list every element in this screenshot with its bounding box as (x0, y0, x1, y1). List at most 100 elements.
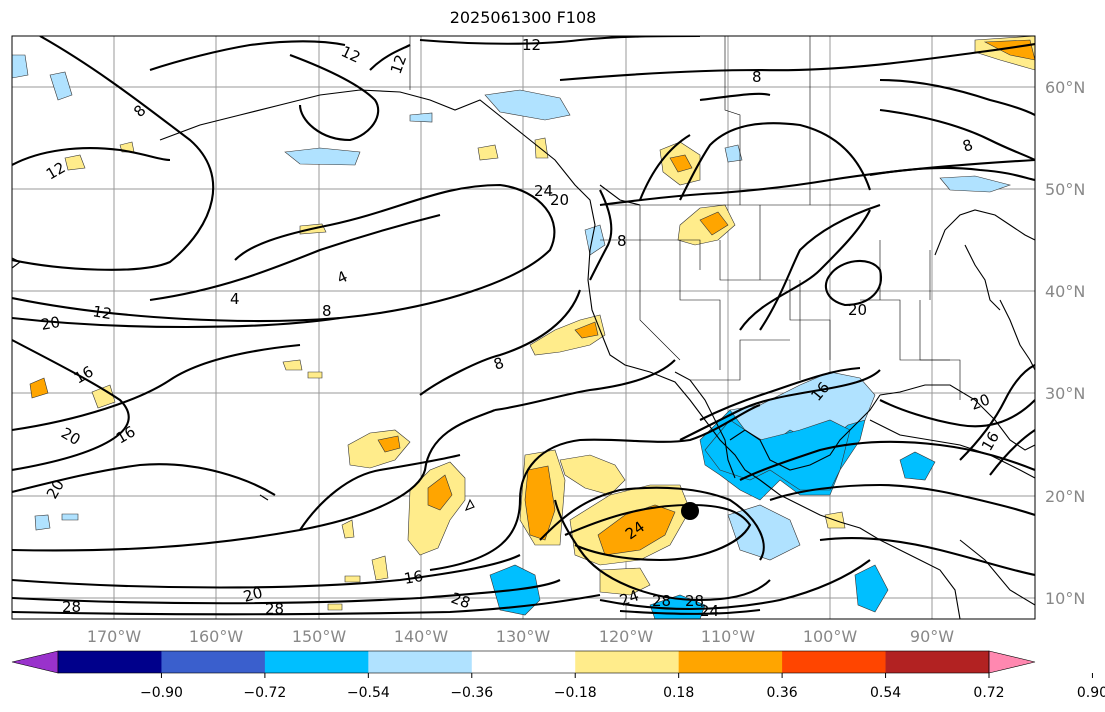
contour-lines (12, 36, 1035, 616)
positive-patch (574, 321, 599, 339)
lon-label: 160°W (189, 627, 244, 646)
colorbar-cell (368, 651, 473, 673)
colorbar-cell (678, 651, 783, 673)
positive-patch (91, 384, 116, 409)
contour-label: 8 (960, 136, 975, 156)
negative-patch (854, 564, 889, 613)
contour-label: 12 (43, 158, 69, 183)
colorbar-tick-label: 0.54 (870, 685, 901, 701)
positive-patch (327, 603, 343, 611)
colorbar: −0.90 −0.72 −0.54 −0.36 −0.18 0.18 0.36 0.54 0.7… (11, 650, 1105, 701)
positive-patch (534, 137, 549, 159)
contour-label: 28 (265, 600, 284, 618)
contour-label: 20 (550, 191, 569, 209)
positive-patch (347, 429, 411, 469)
positive-patch (524, 465, 556, 541)
lat-label: 10°N (1045, 589, 1085, 608)
lat-axis-labels: 10°N 20°N 30°N 40°N 50°N 60°N (1045, 78, 1085, 608)
contour-label: 4 (230, 290, 240, 308)
colorbar-cell (885, 651, 990, 673)
lat-label: 30°N (1045, 384, 1085, 403)
positive-patch (371, 555, 389, 581)
plot-frame (11, 35, 1036, 620)
contour-label: 16 (113, 422, 139, 447)
colorbar-tick-label: −0.90 (140, 685, 183, 701)
positive-patch (307, 371, 323, 379)
negative-patch (49, 71, 73, 101)
colorbar-tick-label: 0.90 (1077, 685, 1105, 701)
colorbar-cell (782, 651, 887, 673)
contour-label: 8 (617, 232, 627, 250)
political-borders (409, 36, 961, 400)
contour-label: 8 (130, 101, 149, 120)
negative-patch (12, 54, 29, 79)
colorbar-cell (58, 651, 162, 673)
contour-label: 20 (241, 584, 264, 606)
colorbar-cell (471, 651, 576, 673)
colorbar-arrow-left (11, 650, 59, 674)
negative-patch (34, 514, 51, 531)
lon-axis-labels: 170°W 160°W 150°W 140°W 130°W 120°W 110°… (87, 627, 954, 646)
positive-patch (529, 314, 606, 356)
contour-label: 12 (387, 52, 410, 76)
contour-label: 4 (334, 267, 350, 287)
contour-label: 28 (685, 592, 704, 610)
colorbar-tick-label: −0.72 (243, 685, 286, 701)
contour-label: 8 (322, 302, 332, 320)
contour-label: 12 (522, 36, 541, 54)
lat-label: 20°N (1045, 487, 1085, 506)
colorbar-cell (575, 651, 680, 673)
positive-patch (341, 519, 355, 539)
positive-patch (477, 144, 499, 161)
colorbar-cell (264, 651, 369, 673)
positive-patch (669, 154, 693, 173)
contour-label: 20 (58, 424, 84, 449)
contour-label: 20 (40, 313, 62, 334)
lon-label: 120°W (599, 627, 654, 646)
contour-label: 8 (491, 354, 506, 374)
colorbar-tick-label: 0.36 (767, 685, 798, 701)
contour-label: 8 (752, 68, 762, 86)
positive-patch (427, 474, 453, 511)
map-title: 2025061300 F108 (449, 8, 597, 27)
contour-label: 12 (338, 42, 363, 66)
colorbar-tick-label: 0.72 (973, 685, 1004, 701)
positive-patch (377, 435, 401, 453)
negative-patch (284, 147, 361, 166)
negative-patch (724, 144, 743, 163)
contour-label: 16 (403, 567, 425, 588)
positive-patch (699, 211, 729, 236)
contour-label: 12 (91, 302, 113, 323)
lon-label: 90°W (910, 627, 954, 646)
negative-patch (409, 112, 433, 123)
contour-label: 20 (848, 301, 867, 319)
positive-patch (282, 359, 303, 371)
negative-patch (939, 175, 1012, 193)
lon-label: 130°W (496, 627, 551, 646)
lat-label: 60°N (1045, 78, 1085, 97)
storm-center-marker (681, 502, 699, 520)
contour-label: 28 (449, 589, 473, 612)
positive-patch (29, 377, 49, 399)
lon-label: 100°W (803, 627, 858, 646)
contour-label: 20 (968, 390, 992, 413)
contour-label: 28 (652, 592, 671, 610)
lon-label: 150°W (292, 627, 347, 646)
coastlines (12, 89, 1035, 619)
colorbar-tick-label: −0.36 (450, 685, 493, 701)
negative-patch (899, 451, 936, 481)
negative-patch (61, 513, 79, 521)
colorbar-tick-label: −0.18 (554, 685, 597, 701)
negative-patch (484, 89, 571, 121)
lat-label: 40°N (1045, 282, 1085, 301)
contour-label-group: 12 12 12 8 12 8 8 4 4 12 8 20 8 20 16 16… (40, 36, 1003, 619)
contour-label: 24 (617, 586, 641, 609)
colorbar-tick-label: −0.54 (347, 685, 390, 701)
colorbar-frame (57, 650, 990, 674)
lon-label: 170°W (87, 627, 142, 646)
colorbar-arrow-right (988, 650, 1036, 674)
colorbar-tick-label: 0.18 (663, 685, 694, 701)
lon-label: 140°W (394, 627, 449, 646)
positive-patch (559, 454, 626, 496)
